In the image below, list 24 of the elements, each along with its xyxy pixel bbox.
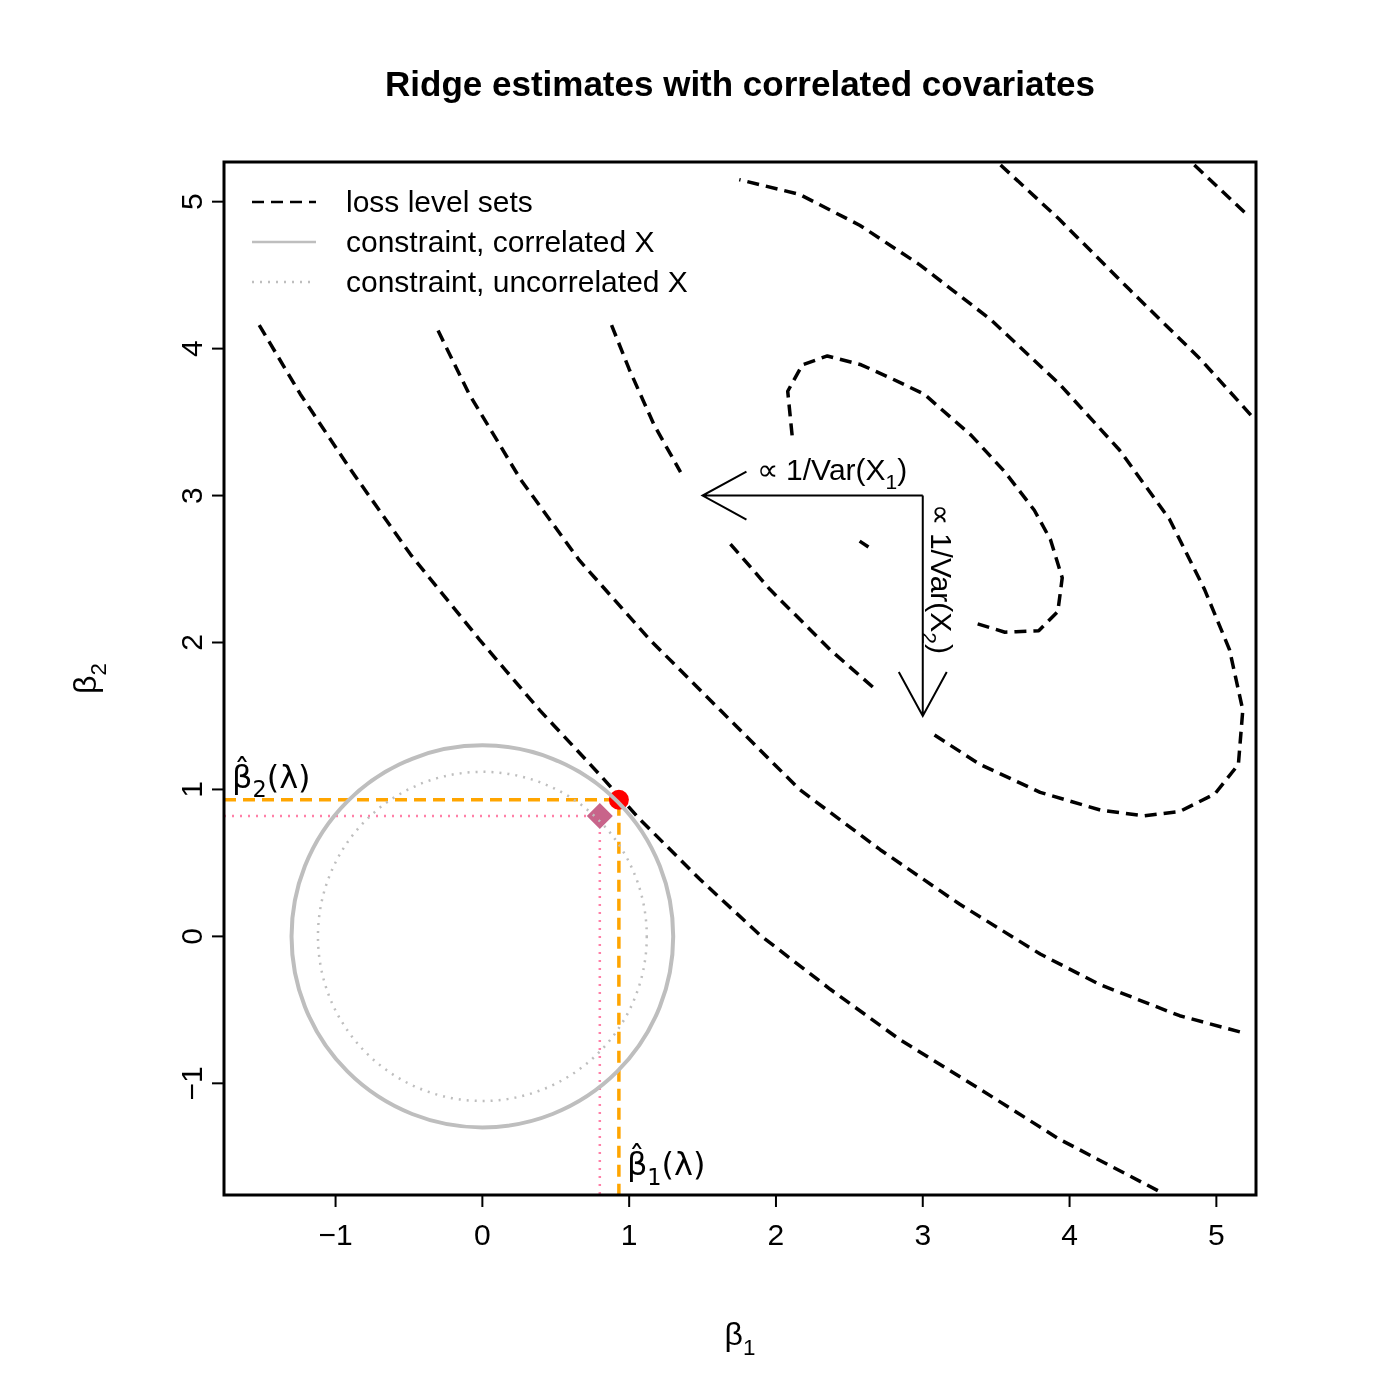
y-tick-label: 0 <box>175 928 208 945</box>
y-tick-label: 4 <box>175 340 208 357</box>
line-series <box>737 177 1245 818</box>
chart-title: Ridge estimates with correlated covariates <box>385 64 1095 103</box>
annotation: ∝ 1/Var(X$_{1}$) <box>756 452 908 493</box>
y-tick-label: 1 <box>175 781 208 798</box>
x-tick-label: −1 <box>318 1218 353 1251</box>
y-tick-label: −1 <box>175 1066 208 1101</box>
annotation: β̂$_{2}$(λ) <box>232 755 311 803</box>
legend-label: constraint, correlated X <box>346 225 655 258</box>
x-tick-label: 2 <box>767 1218 785 1251</box>
x-tick-label: 1 <box>620 1218 638 1251</box>
legend-label: loss level sets <box>346 185 533 218</box>
legend-label: constraint, uncorrelated X <box>346 265 688 298</box>
y-tick-label: 5 <box>175 193 208 211</box>
x-axis-title: β$_{1}$ <box>724 1316 756 1360</box>
y-tick-label: 3 <box>175 487 208 504</box>
x-tick-label: 4 <box>1061 1218 1078 1251</box>
x-tick-label: 0 <box>474 1218 491 1251</box>
x-tick-label: 5 <box>1208 1218 1225 1251</box>
annotation: β̂$_{1}$(λ) <box>626 1143 706 1190</box>
line-series <box>609 323 683 474</box>
y-tick-label: 2 <box>175 634 208 651</box>
x-tick-label: 3 <box>914 1218 932 1251</box>
